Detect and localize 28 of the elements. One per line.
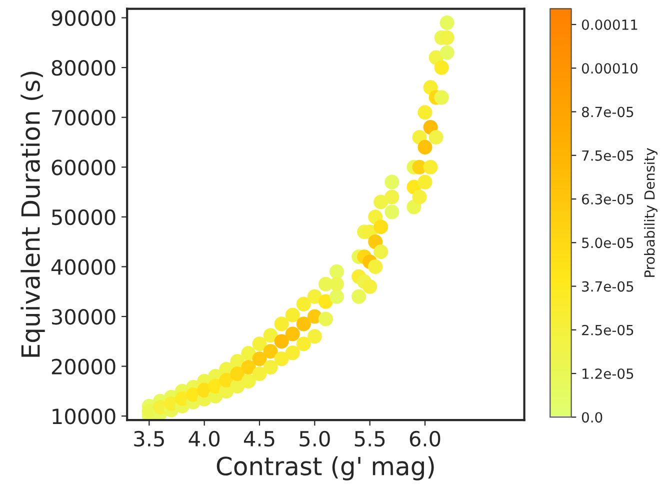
x-tick-label: 6.0: [410, 430, 440, 447]
y-tick-label: 50000: [52, 209, 116, 226]
x-tick-label: 5.5: [354, 431, 385, 447]
color-bar-label: 0.0: [582, 412, 602, 423]
color-bar-label: 1.2e-05: [582, 368, 634, 379]
y-tick-label: 20000: [52, 358, 116, 374]
y-tick-label: 40000: [51, 259, 116, 275]
y-tick-label: 90000: [52, 10, 116, 26]
color-bar-label: 7.5e-05: [582, 150, 634, 161]
x-tick-label: 5.0: [300, 430, 330, 447]
color-bar-label: 8.7e-05: [582, 106, 634, 118]
y-tick-label: 80000: [52, 60, 116, 76]
color-bar-label: 5.0e-05: [582, 238, 634, 248]
x-tick-label: 3.5: [134, 430, 164, 447]
y-axis-title: Equivalent Duration (s): [20, 72, 45, 357]
y-tick-label: 10000: [52, 408, 116, 424]
y-tick-label: 60000: [52, 160, 116, 176]
color-bar-label: 6.3e-05: [582, 194, 634, 204]
x-tick-label: 4.5: [244, 431, 274, 447]
color-bar-label: 3.7e-05: [582, 281, 634, 292]
color-bar-label: 0.00010: [582, 63, 638, 74]
y-tick-label: 70000: [52, 110, 116, 126]
color-bar-title: Probability Density: [644, 148, 658, 277]
y-tick-label: 30000: [52, 308, 116, 325]
color-bar-label: 2.5e-05: [582, 324, 634, 336]
color-bar-label: 0.00011: [582, 19, 638, 30]
x-axis-title: Contrast (g' mag): [216, 456, 434, 480]
x-tick-label: 4.0: [188, 430, 220, 447]
